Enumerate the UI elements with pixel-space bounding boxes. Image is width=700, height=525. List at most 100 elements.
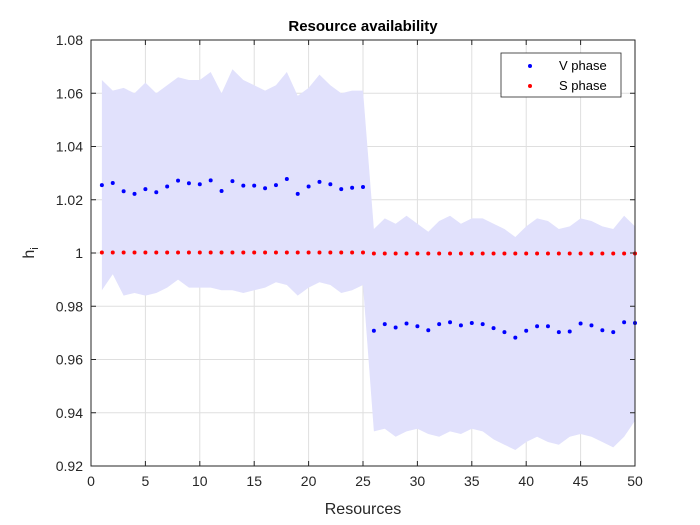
data-point [295,191,300,196]
data-point [491,251,496,256]
data-point [622,251,627,256]
data-point [458,251,463,256]
data-point [143,187,148,192]
data-point [110,250,115,255]
y-tick-label: 0.98 [56,298,83,314]
data-point [317,250,322,255]
data-point [480,251,485,256]
y-tick-label: 1.08 [56,32,83,48]
data-point [480,322,485,327]
x-tick-label: 0 [87,473,95,489]
legend-marker-v-phase [528,64,532,68]
data-point [545,251,550,256]
x-tick-label: 5 [142,473,150,489]
data-point [219,188,224,193]
data-point [535,324,540,329]
data-point [415,324,420,329]
data-point [469,251,474,256]
data-point [524,251,529,256]
y-tick-label: 1 [75,245,83,261]
data-point [252,250,257,255]
series-v-phase [99,176,637,340]
data-point [121,250,126,255]
data-point [600,251,605,256]
data-point [328,250,333,255]
data-point [197,250,202,255]
data-point [284,250,289,255]
data-point [371,328,376,333]
data-point [165,250,170,255]
data-point [273,250,278,255]
data-point [361,184,365,189]
x-tick-label: 15 [246,473,262,489]
data-point [252,183,257,188]
data-point [371,251,376,256]
data-point [154,190,159,195]
x-axis-label: Resources [325,501,401,518]
y-axis-label-main: h [21,250,38,259]
y-tick-label: 1.04 [56,139,83,155]
data-point [426,328,431,333]
data-point [426,251,431,256]
data-point [361,250,365,255]
data-point [121,189,126,194]
data-point [176,250,181,255]
data-point [448,320,453,325]
data-point [273,183,278,188]
series-layer [99,176,637,340]
x-tick-label: 10 [192,473,208,489]
data-point [502,251,507,256]
legend-marker-s-phase [528,84,532,88]
data-point [99,183,104,188]
data-point [556,251,561,256]
data-point [502,330,507,335]
data-point [295,250,300,255]
data-point [328,182,333,187]
data-point [99,250,104,255]
data-point [437,251,442,256]
data-point [513,251,518,256]
data-point [143,250,148,255]
x-tick-label: 45 [573,473,589,489]
data-point [350,250,355,255]
data-point [230,250,235,255]
x-tick-label: 40 [518,473,534,489]
x-tick-label: 25 [355,473,371,489]
data-point [208,250,213,255]
data-point [611,251,616,256]
data-point [437,322,442,327]
data-point [545,324,550,329]
legend-label-s-phase: S phase [559,78,607,93]
data-point [622,320,627,325]
data-point [535,251,540,256]
data-point [132,250,137,255]
data-point [611,330,616,335]
x-tick-label: 20 [301,473,317,489]
y-tick-label: 0.94 [56,405,83,421]
y-tick-label: 0.96 [56,352,83,368]
y-axis-label-subscript: i [29,247,41,249]
y-tick-label: 1.02 [56,192,83,208]
data-point [339,250,344,255]
data-point [154,250,159,255]
x-tick-label: 50 [627,473,643,489]
data-point [404,321,409,326]
data-point [600,328,605,333]
data-point [339,187,344,192]
legend-label-v-phase: V phase [559,58,607,73]
data-point [263,250,268,255]
data-point [186,250,191,255]
data-point [469,321,474,326]
data-point [491,326,496,331]
data-point [317,179,322,184]
data-point [241,183,246,188]
data-point [208,178,213,183]
confidence-band [101,69,635,451]
data-point [382,322,387,327]
data-point [513,335,518,340]
y-tick-label: 1.06 [56,85,83,101]
y-tick-label: 0.92 [56,458,83,474]
x-tick-label: 35 [464,473,480,489]
y-axis-label: hi [21,247,41,258]
